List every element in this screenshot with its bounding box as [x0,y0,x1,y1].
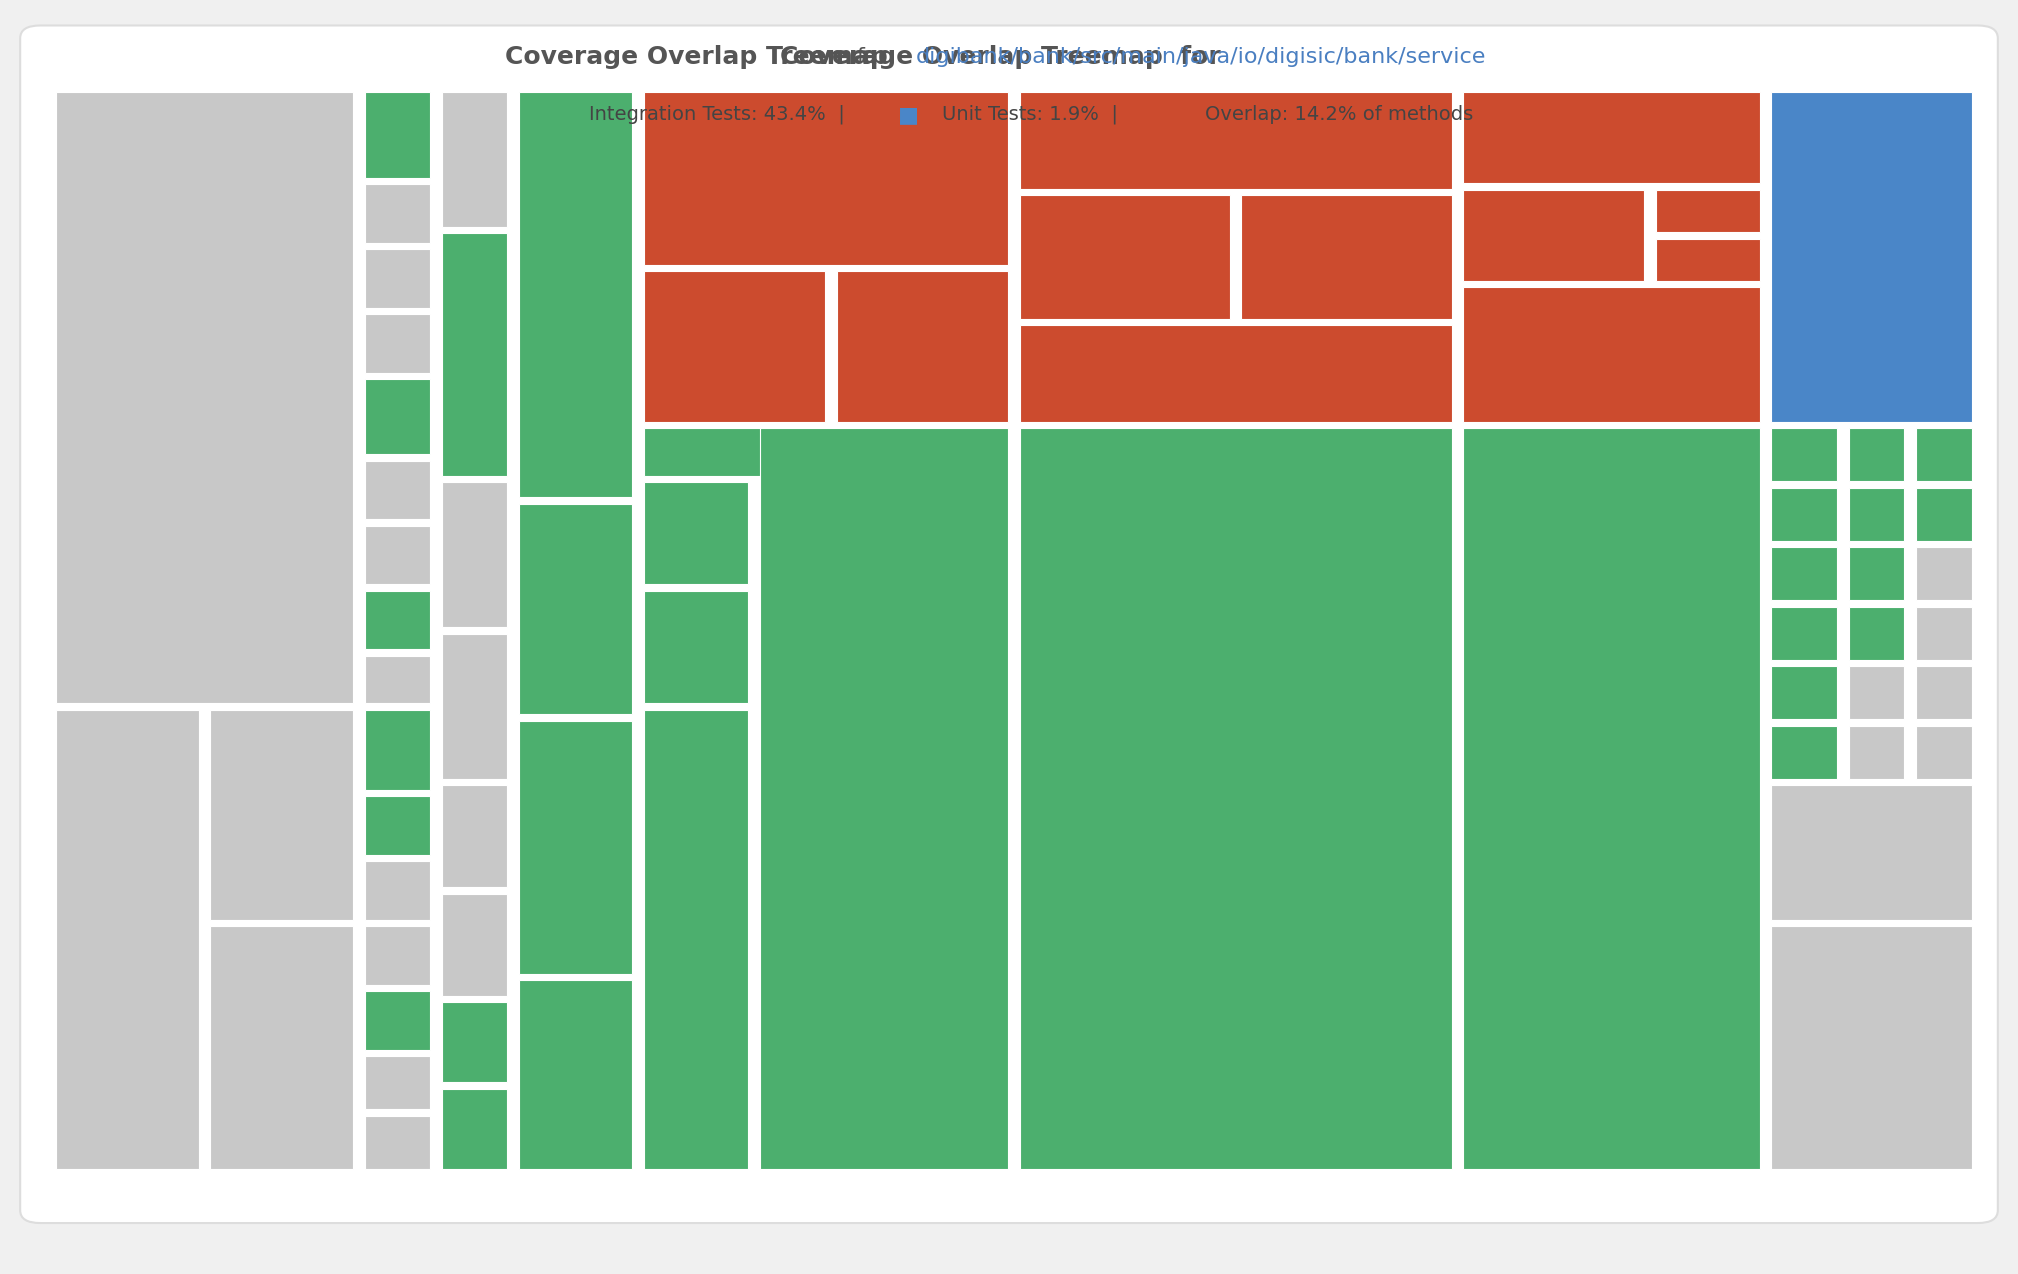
Bar [1915,606,1972,660]
Bar [442,93,507,227]
Bar [1019,195,1229,318]
Text: for: for [856,47,888,68]
Bar [210,710,353,920]
Bar [442,233,507,475]
Bar [1772,666,1836,720]
Bar [1657,190,1760,232]
Bar [1772,428,1836,482]
Bar [644,710,749,1168]
Bar [365,526,430,583]
Bar [644,428,1009,475]
Bar [57,93,353,703]
Bar [644,591,749,703]
Text: ■: ■ [545,104,565,125]
Bar [1848,548,1905,600]
Bar [210,926,353,1168]
Bar [442,894,507,995]
Bar [1915,428,1972,482]
Bar [1772,926,1972,1168]
Bar [1657,238,1760,280]
Bar [365,926,430,985]
Bar [1772,488,1836,540]
Bar [519,93,632,497]
Bar [1772,606,1836,660]
Bar [365,315,430,373]
Bar [1772,93,1972,422]
Bar [1915,666,1972,720]
Bar [365,861,430,920]
Bar [1848,488,1905,540]
Bar [1772,548,1836,600]
Bar [365,591,430,648]
Text: ■: ■ [1160,104,1181,125]
Text: digibank/bank/src/main/java/io/digisic/bank/service: digibank/bank/src/main/java/io/digisic/b… [916,47,1485,68]
Bar [1915,488,1972,540]
Bar [365,461,430,519]
Bar [1848,726,1905,778]
Bar [1915,726,1972,778]
Bar [365,710,430,790]
Bar [442,786,507,887]
Bar [365,380,430,454]
Text: Coverage Overlap Treemap: Coverage Overlap Treemap [504,46,888,69]
Bar [1463,93,1760,183]
Bar [1463,288,1760,422]
Bar [442,483,507,627]
Bar [1915,548,1972,600]
Bar [1463,428,1760,1168]
Bar [1241,195,1451,318]
Bar [519,505,632,713]
Bar [1019,428,1451,1168]
Bar [365,93,430,178]
Text: Overlap: 14.2% of methods: Overlap: 14.2% of methods [1205,106,1473,124]
Bar [837,271,1009,422]
Bar [365,250,430,308]
Bar [1848,428,1905,482]
Bar [365,991,430,1050]
Text: ■: ■ [898,104,918,125]
Bar [57,710,200,1168]
Bar [644,93,1009,265]
Text: Integration Tests: 43.4%  |: Integration Tests: 43.4% | [589,104,846,125]
Bar [759,428,1009,1168]
Bar [644,483,749,583]
Bar [365,1116,430,1168]
Bar [519,721,632,973]
Bar [644,271,825,422]
Bar [1019,325,1451,422]
Bar [442,1089,507,1168]
Bar [1848,666,1905,720]
Bar [1772,726,1836,778]
Bar [442,634,507,778]
Bar [365,796,430,855]
Text: Unit Tests: 1.9%  |: Unit Tests: 1.9% | [942,104,1118,125]
Bar [365,1056,430,1110]
Bar [365,185,430,243]
Bar [1463,190,1645,280]
Bar [1019,93,1451,189]
Bar [1772,786,1972,920]
Bar [365,656,430,703]
Bar [442,1003,507,1082]
Bar [1848,606,1905,660]
Bar [519,981,632,1168]
Text: Coverage Overlap Treemap  for: Coverage Overlap Treemap for [779,46,1239,69]
